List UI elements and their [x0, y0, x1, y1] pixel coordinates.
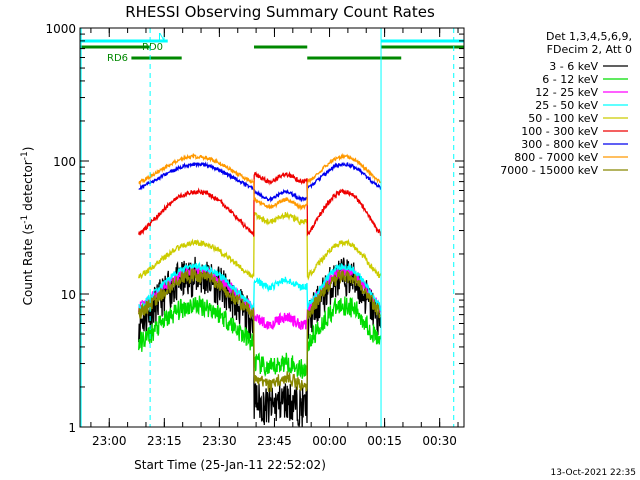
legend-label: 100 - 300 keV [521, 125, 598, 138]
series-line [138, 295, 382, 379]
x-tick-label: 23:30 [202, 434, 237, 448]
time-markers [80, 28, 455, 427]
legend-label: 50 - 100 keV [528, 112, 598, 125]
x-tick-label: 00:15 [367, 434, 402, 448]
series-line [138, 211, 382, 281]
x-tick-label: 23:00 [92, 434, 127, 448]
x-axis-label: Start Time (25-Jan-11 22:52:02) [134, 458, 326, 472]
x-tick-label: 23:45 [257, 434, 292, 448]
series-lines [138, 152, 382, 427]
y-axis: 1 10 100 1000 [45, 22, 464, 435]
timestamp: 13-Oct-2021 22:35 [551, 468, 636, 478]
plot-frame [79, 27, 465, 428]
legend-header-line: Det 1,3,4,5,6,9, [546, 30, 632, 43]
series-line [138, 171, 382, 237]
legend-label: 300 - 800 keV [521, 138, 598, 151]
y-axis-label-part: -1 [20, 215, 30, 224]
flag-label: RD6 [107, 53, 128, 64]
series-line [138, 261, 382, 312]
flag-label: N [158, 32, 165, 43]
legend-header-line: FDecim 2, Att 0 [547, 43, 632, 56]
y-tick-label: 100 [53, 155, 76, 169]
y-axis-label: Count Rate (s-1 detector-1) [20, 147, 35, 306]
y-tick-label: 1 [68, 421, 76, 435]
chart-title: RHESSI Observing Summary Count Rates [125, 3, 435, 21]
x-tick-label: 00:00 [312, 434, 347, 448]
legend-label: 7000 - 15000 keV [500, 164, 598, 177]
series-line [138, 161, 382, 203]
legend-label: 6 - 12 keV [542, 73, 598, 86]
y-axis-label-part: -1 [20, 151, 30, 160]
y-tick-label: 10 [61, 288, 76, 302]
legend-label: 800 - 7000 keV [514, 151, 598, 164]
legend-label: 25 - 50 keV [535, 99, 598, 112]
x-tick-label: 00:30 [422, 434, 457, 448]
y-tick-label: 1000 [45, 22, 76, 36]
series-line [138, 152, 382, 211]
y-axis-label-part: detector [21, 160, 35, 215]
x-tick-label: 23:15 [147, 434, 182, 448]
flag-label: RD0 [142, 42, 163, 53]
legend-label: 12 - 25 keV [535, 86, 598, 99]
series-line [138, 267, 382, 393]
legend-label: 3 - 6 keV [549, 60, 598, 73]
x-axis: 23:00 23:15 23:30 23:45 00:00 00:15 00:30 [90, 28, 459, 448]
legend: Det 1,3,4,5,6,9, FDecim 2, Att 0 3 - 6 k… [500, 30, 632, 177]
y-axis-label-part: ) [21, 147, 35, 152]
y-axis-label-part: Count Rate (s [21, 224, 35, 306]
